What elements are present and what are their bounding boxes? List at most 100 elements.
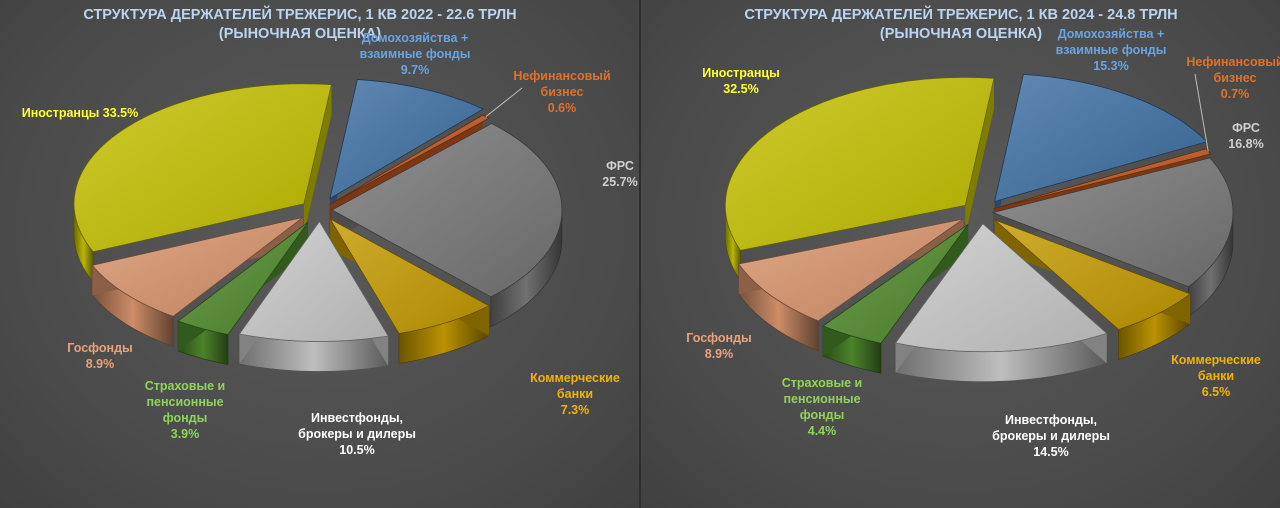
slice-label-banks: Коммерческие банки 7.3% bbox=[495, 370, 655, 418]
slice-value: 14.5% bbox=[1033, 445, 1069, 459]
slice-label-foreigners: Иностранцы 33.5% bbox=[0, 105, 160, 121]
pie-slice-insurance bbox=[177, 221, 309, 365]
slice-value: 3.9% bbox=[170, 427, 200, 441]
chart-title: СТРУКТУРА ДЕРЖАТЕЛЕЙ ТРЕЖЕРИС, 1 КВ 2022… bbox=[0, 6, 600, 44]
chart-subtitle-text: (РЫНОЧНАЯ ОЦЕНКА) bbox=[218, 26, 382, 42]
pie-slice-insurance bbox=[822, 223, 969, 374]
pie-slice-foreigners bbox=[724, 77, 995, 282]
pie-slice-top-households bbox=[329, 79, 484, 200]
slice-label-line: банки bbox=[1197, 369, 1235, 383]
pie-slice-households bbox=[994, 73, 1208, 232]
pie-slice-govfunds bbox=[91, 216, 304, 347]
slice-label-line: Инвестфонды, bbox=[311, 411, 403, 425]
pie-chart-2024 bbox=[724, 73, 1234, 382]
pie-slice-top-households bbox=[994, 73, 1208, 203]
slice-label-govfunds: Госфонды 8.9% bbox=[20, 340, 180, 372]
pie-slice-top-investfunds bbox=[238, 220, 389, 342]
slice-label-line: фонды bbox=[162, 411, 208, 425]
slice-value: 0.6% bbox=[547, 101, 577, 115]
slice-value: 16.8% bbox=[1228, 137, 1264, 151]
pie-slice-govfunds bbox=[738, 218, 964, 352]
pie-slice-top-insurance bbox=[177, 221, 309, 335]
pie-slice-fed bbox=[331, 123, 563, 328]
slice-label-line: банки bbox=[556, 387, 594, 401]
chart-title-text: СТРУКТУРА ДЕРЖАТЕЛЕЙ ТРЕЖЕРИС, 1 КВ 2022… bbox=[83, 7, 517, 23]
slice-value: 8.9% bbox=[85, 357, 115, 371]
pie-slice-top-nonfinancial bbox=[329, 114, 490, 205]
slice-label-line: взаимные фонды bbox=[359, 47, 471, 61]
leader-line-nonfinancial bbox=[485, 87, 523, 118]
slice-label-line: Коммерческие bbox=[1171, 353, 1261, 367]
slice-label-insurance: Страховые и пенсионные фонды 4.4% bbox=[742, 375, 902, 439]
slice-label-line: Нефинансовый bbox=[1186, 55, 1280, 69]
slice-value: 7.3% bbox=[560, 403, 590, 417]
pie-slice-foreigners bbox=[73, 83, 332, 283]
pie-slice-top-fed bbox=[331, 123, 563, 298]
slice-value: 10.5% bbox=[339, 443, 375, 457]
slice-label-line: Домохозяйства + bbox=[361, 31, 469, 45]
slice-label-line: Страховые и bbox=[144, 379, 226, 393]
pie-slice-investfunds bbox=[894, 223, 1108, 382]
panel-divider bbox=[639, 0, 641, 508]
pie-slice-top-govfunds bbox=[738, 218, 964, 322]
slice-label-line: фонды bbox=[799, 408, 845, 422]
slice-value: 15.3% bbox=[1093, 59, 1129, 73]
pie-slice-top-nonfinancial bbox=[993, 148, 1212, 210]
slice-label-nonfinancial: Нефинансовый бизнес 0.7% bbox=[1155, 54, 1280, 102]
slice-label-households: Домохозяйства + взаимные фонды 15.3% bbox=[1031, 26, 1191, 74]
slice-label-fed: ФРС 25.7% bbox=[540, 158, 700, 190]
slice-label-line: Иностранцы 33.5% bbox=[21, 106, 139, 120]
slice-value: 9.7% bbox=[400, 63, 430, 77]
slice-label-line: Коммерческие bbox=[530, 371, 620, 385]
pie-slice-top-banks bbox=[329, 217, 490, 334]
slice-label-line: пенсионные bbox=[783, 392, 861, 406]
pie-slice-top-foreigners bbox=[73, 83, 332, 253]
slice-label-line: ФРС bbox=[1232, 121, 1260, 135]
pie-slice-top-fed bbox=[991, 157, 1234, 288]
slice-label-nonfinancial: Нефинансовый бизнес 0.6% bbox=[482, 68, 642, 116]
leader-line-nonfinancial bbox=[1194, 73, 1209, 152]
slice-label-line: брокеры и дилеры bbox=[992, 429, 1110, 443]
pie-slice-face-foreigners bbox=[965, 78, 995, 236]
pie-slice-face-foreigners bbox=[303, 84, 332, 234]
slice-label-insurance: Страховые и пенсионные фонды 3.9% bbox=[105, 378, 265, 442]
slice-value: 0.7% bbox=[1220, 87, 1250, 101]
slice-value: 32.5% bbox=[723, 82, 759, 96]
slice-value: 6.5% bbox=[1201, 385, 1231, 399]
pie-slice-top-insurance bbox=[822, 223, 969, 344]
pie-slice-banks bbox=[994, 219, 1191, 360]
slice-value: 25.7% bbox=[602, 175, 638, 189]
slice-label-banks: Коммерческие банки 6.5% bbox=[1136, 352, 1280, 400]
pie-slice-banks bbox=[329, 217, 490, 364]
chart-title: СТРУКТУРА ДЕРЖАТЕЛЕЙ ТРЕЖЕРИС, 1 КВ 2024… bbox=[661, 6, 1261, 44]
slice-label-line: Страховые и bbox=[781, 376, 863, 390]
pie-slice-investfunds bbox=[238, 220, 389, 372]
slice-label-line: брокеры и дилеры bbox=[298, 427, 416, 441]
slice-label-line: бизнес bbox=[1213, 71, 1257, 85]
slice-label-investfunds: Инвестфонды, брокеры и дилеры 14.5% bbox=[971, 412, 1131, 460]
slice-label-households: Домохозяйства + взаимные фонды 9.7% bbox=[335, 30, 495, 78]
slice-label-line: Нефинансовый bbox=[513, 69, 611, 83]
pie-slice-top-investfunds bbox=[894, 223, 1108, 353]
slice-value: 8.9% bbox=[704, 347, 734, 361]
chart-subtitle-text: (РЫНОЧНАЯ ОЦЕНКА) bbox=[879, 26, 1043, 42]
slice-label-govfunds: Госфонды 8.9% bbox=[639, 330, 799, 362]
pie-slice-households bbox=[329, 79, 484, 229]
chart-panel-2022: СТРУКТУРА ДЕРЖАТЕЛЕЙ ТРЕЖЕРИС, 1 КВ 2022… bbox=[0, 0, 639, 508]
pie-slice-top-govfunds bbox=[91, 216, 304, 317]
pie-slice-fed bbox=[991, 157, 1234, 318]
slice-label-line: Иностранцы bbox=[702, 66, 780, 80]
pie-chart-2022 bbox=[73, 79, 563, 372]
slice-label-line: пенсионные bbox=[146, 395, 224, 409]
slice-label-foreigners: Иностранцы 32.5% bbox=[661, 65, 821, 97]
slice-label-fed: ФРС 16.8% bbox=[1166, 120, 1280, 152]
slice-label-line: бизнес bbox=[540, 85, 584, 99]
slice-label-investfunds: Инвестфонды, брокеры и дилеры 10.5% bbox=[277, 410, 437, 458]
pie-slice-top-foreigners bbox=[724, 77, 995, 251]
slice-label-line: Госфонды bbox=[686, 331, 752, 345]
slice-label-line: взаимные фонды bbox=[1055, 43, 1167, 57]
slice-label-line: Госфонды bbox=[67, 341, 133, 355]
slice-value: 4.4% bbox=[807, 424, 837, 438]
slice-label-line: Инвестфонды, bbox=[1005, 413, 1097, 427]
slice-label-line: Домохозяйства + bbox=[1057, 27, 1165, 41]
